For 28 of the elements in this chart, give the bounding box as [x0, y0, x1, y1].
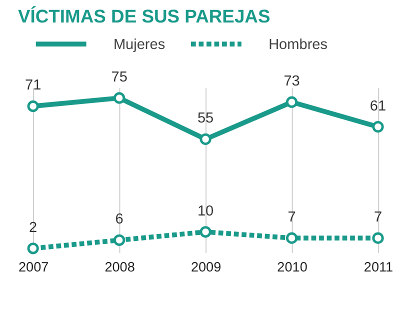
chart-title: VÍCTIMAS DE SUS PAREJAS [18, 6, 270, 27]
point [372, 232, 384, 244]
data-label: 7 [374, 210, 382, 226]
point [372, 121, 384, 133]
data-label: 55 [197, 110, 214, 127]
data-label: 10 [197, 203, 214, 220]
x-tick-label: 2007 [18, 259, 49, 274]
point [286, 232, 298, 244]
x-tick-label: 2009 [190, 259, 222, 274]
data-label: 75 [111, 69, 128, 86]
x-tick-label: 2011 [364, 259, 394, 274]
data-label: 2 [29, 220, 38, 236]
data-label: 61 [370, 98, 386, 114]
point [286, 96, 298, 108]
data-label: 73 [284, 74, 300, 90]
point [27, 242, 39, 254]
data-label: 6 [115, 212, 124, 228]
point [114, 92, 126, 104]
data-label: 7 [288, 210, 296, 226]
data-label: 71 [24, 78, 42, 94]
x-tick-label: 2010 [277, 259, 308, 274]
point [200, 133, 212, 145]
point [114, 234, 126, 246]
x-tick-label: 2008 [104, 259, 135, 274]
legend-label: Hombres [268, 36, 328, 53]
legend-label: Mujeres [113, 36, 166, 53]
point [200, 226, 212, 238]
point [27, 100, 39, 112]
